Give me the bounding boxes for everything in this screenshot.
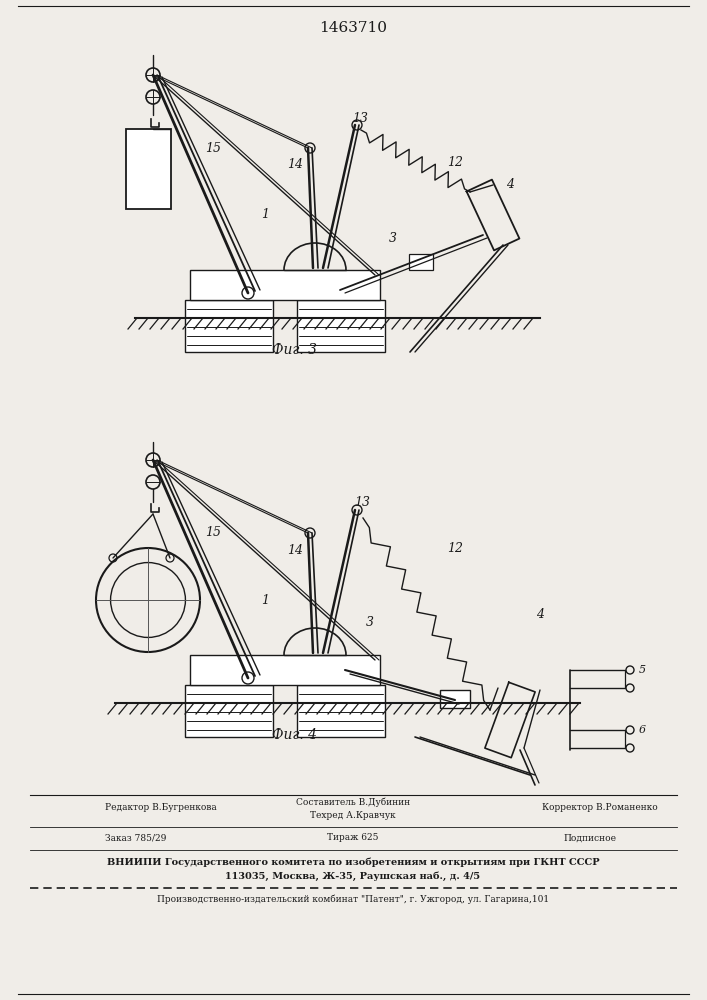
Bar — [126, 129, 171, 209]
Bar — [297, 300, 385, 352]
Text: 14: 14 — [287, 158, 303, 172]
Text: Заказ 785/29: Заказ 785/29 — [105, 834, 166, 842]
Text: Редактор В.Бугренкова: Редактор В.Бугренкова — [105, 802, 217, 812]
Text: Корректор В.Романенко: Корректор В.Романенко — [542, 802, 658, 812]
Text: Составитель В.Дубинин: Составитель В.Дубинин — [296, 797, 410, 807]
Bar — [190, 655, 380, 685]
Text: 15: 15 — [205, 526, 221, 540]
Text: 12: 12 — [447, 542, 463, 554]
Bar — [297, 685, 385, 737]
Bar — [185, 685, 273, 737]
Text: Фиг. 3: Фиг. 3 — [272, 343, 317, 357]
Text: 3: 3 — [366, 616, 374, 630]
Text: 1463710: 1463710 — [319, 21, 387, 35]
Text: 13: 13 — [354, 496, 370, 510]
Text: 3: 3 — [389, 232, 397, 244]
Text: Фиг. 4: Фиг. 4 — [272, 728, 317, 742]
Text: 5: 5 — [638, 665, 645, 675]
Text: 12: 12 — [447, 156, 463, 169]
Bar — [185, 300, 273, 352]
Text: Техред А.Кравчук: Техред А.Кравчук — [310, 810, 396, 820]
Text: 13: 13 — [352, 111, 368, 124]
Bar — [440, 690, 470, 708]
Bar — [190, 270, 380, 300]
Text: 113035, Москва, Ж-35, Раушская наб., д. 4/5: 113035, Москва, Ж-35, Раушская наб., д. … — [226, 871, 481, 881]
Text: Производственно-издательский комбинат "Патент", г. Ужгород, ул. Гагарина,101: Производственно-издательский комбинат "П… — [157, 894, 549, 904]
Text: 15: 15 — [205, 141, 221, 154]
Text: 1: 1 — [261, 209, 269, 222]
Text: 6: 6 — [638, 725, 645, 735]
Text: ВНИИПИ Государственного комитета по изобретениям и открытиям при ГКНТ СССР: ВНИИПИ Государственного комитета по изоб… — [107, 857, 600, 867]
Text: 4: 4 — [536, 608, 544, 621]
Text: Тираж 625: Тираж 625 — [327, 834, 379, 842]
Bar — [409, 254, 433, 270]
Text: Подписное: Подписное — [563, 834, 617, 842]
Text: 14: 14 — [287, 544, 303, 556]
Text: 1: 1 — [261, 593, 269, 606]
Text: 4: 4 — [506, 178, 514, 192]
